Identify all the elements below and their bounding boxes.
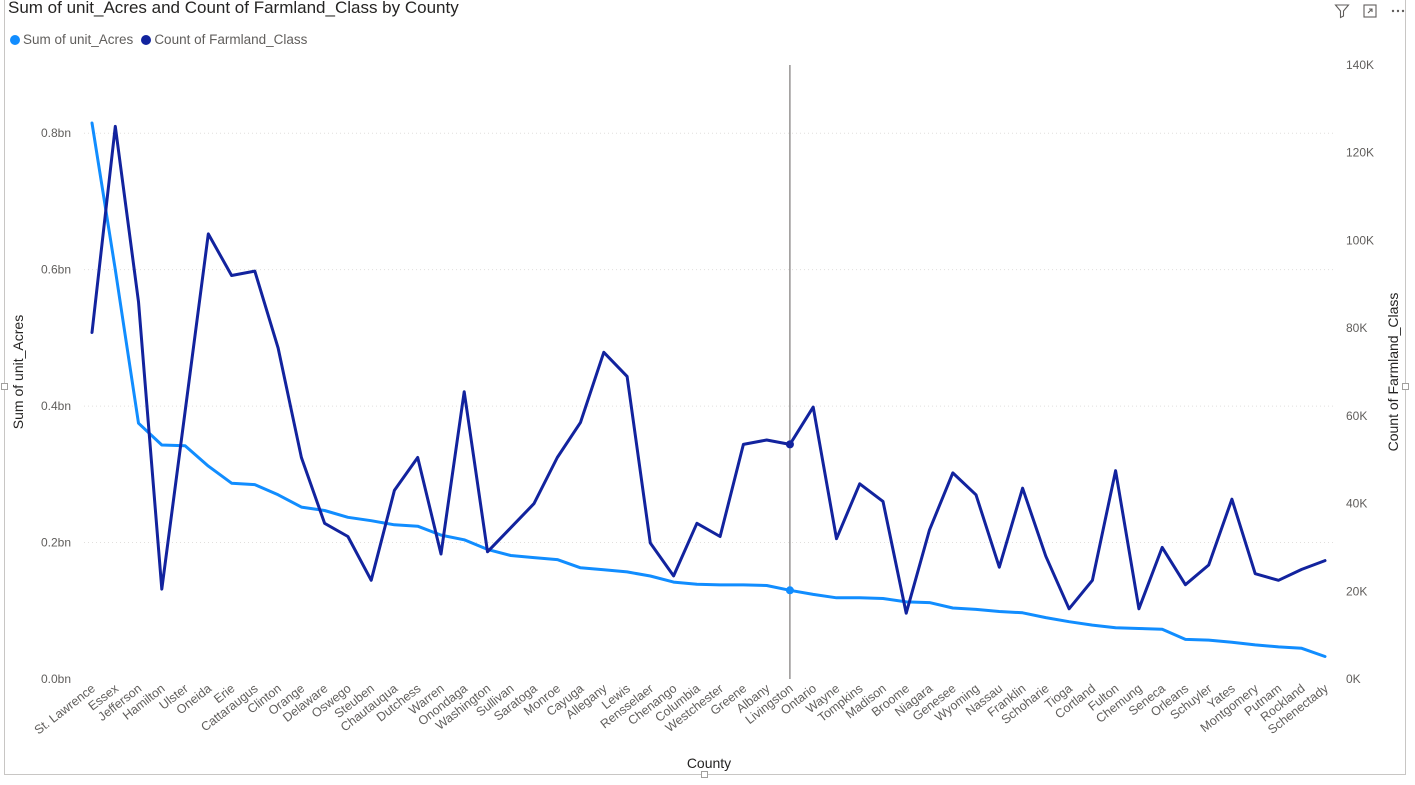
legend: Sum of unit_Acres Count of Farmland_Clas… [10, 32, 307, 47]
data-point-count [785, 440, 794, 449]
right-axis-tick-label: 140K [1346, 58, 1374, 72]
legend-item-count[interactable]: Count of Farmland_Class [141, 32, 307, 47]
x-axis-tick-label: St. Lawrence [32, 681, 98, 737]
series-line-count [90, 124, 1327, 615]
series-points-acres [91, 122, 1326, 657]
right-axis-tick-label: 100K [1346, 233, 1374, 247]
series-line-acres [90, 121, 1327, 658]
legend-dot-acres [10, 34, 20, 45]
legend-label-count: Count of Farmland_Class [154, 32, 308, 47]
resize-handle-bottom[interactable] [701, 771, 708, 778]
right-axis-tick-label: 80K [1346, 321, 1367, 335]
resize-handle-left[interactable] [1, 383, 8, 390]
right-axis-tick-label: 60K [1346, 409, 1367, 423]
right-axis-tick-label: 0K [1346, 672, 1361, 686]
left-axis-tick-label: 0.2bn [41, 536, 71, 550]
visual-header-toolbar [1333, 2, 1407, 20]
right-axis-tick-label: 40K [1346, 497, 1367, 511]
resize-handle-right[interactable] [1402, 383, 1409, 390]
filter-icon[interactable] [1333, 2, 1351, 20]
more-options-icon[interactable] [1389, 2, 1407, 20]
left-axis-tick-label: 0.6bn [41, 263, 71, 277]
legend-label-acres: Sum of unit_Acres [23, 32, 134, 47]
legend-dot-count [141, 34, 152, 45]
right-axis-tick-label: 120K [1346, 146, 1374, 160]
left-axis-tick-label: 0.8bn [41, 126, 71, 140]
right-axis-title: Count of Farmland_Class [1385, 293, 1401, 452]
chart-title: Sum of unit_Acres and Count of Farmland_… [8, 0, 459, 17]
focus-mode-icon[interactable] [1361, 2, 1379, 20]
series-points-count [91, 126, 1326, 614]
left-axis-tick-label: 0.0bn [41, 672, 71, 686]
data-point-acres [785, 586, 794, 595]
legend-item-acres[interactable]: Sum of unit_Acres [10, 32, 133, 47]
right-axis-tick-label: 20K [1346, 584, 1367, 598]
left-axis-title: Sum of unit_Acres [10, 315, 26, 429]
x-axis-title: County [687, 755, 731, 771]
left-axis-tick-label: 0.4bn [41, 399, 71, 413]
